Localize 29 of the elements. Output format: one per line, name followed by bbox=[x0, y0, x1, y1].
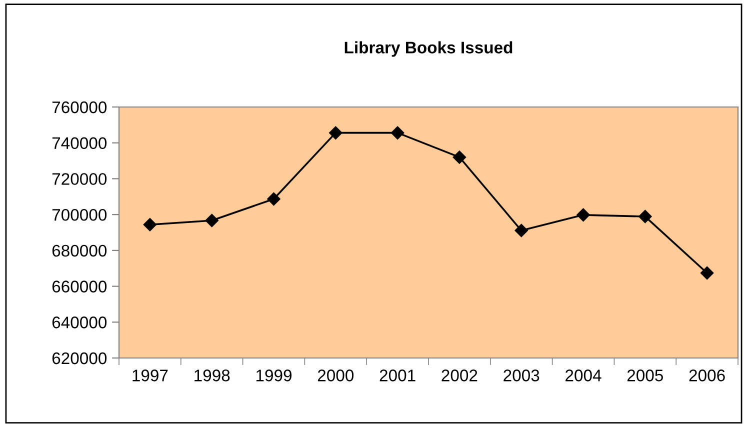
y-tick-label: 760000 bbox=[52, 101, 107, 114]
x-tick-label: 2006 bbox=[689, 370, 725, 382]
point bbox=[390, 126, 404, 140]
point bbox=[205, 214, 218, 228]
y-tick-label: 660000 bbox=[52, 280, 107, 292]
y-tick-label: 720000 bbox=[52, 173, 107, 185]
point bbox=[514, 224, 528, 238]
y-tick-label: 680000 bbox=[52, 244, 107, 257]
x-tick-label: 2003 bbox=[504, 370, 540, 382]
x-tick-label: 1998 bbox=[194, 370, 230, 382]
chart-title: Library Books Issued bbox=[344, 41, 512, 57]
x-tick-label: 2005 bbox=[627, 370, 663, 382]
y-tick-label: 740000 bbox=[52, 137, 107, 150]
y-tick-label: 620000 bbox=[52, 352, 107, 364]
point bbox=[638, 210, 652, 224]
point bbox=[576, 208, 590, 222]
point bbox=[700, 266, 714, 280]
x-tick-label: 2000 bbox=[318, 370, 354, 382]
point bbox=[143, 218, 157, 232]
point bbox=[267, 192, 280, 206]
x-tick-label: 1999 bbox=[256, 370, 292, 382]
point bbox=[452, 150, 466, 164]
x-tick-label: 2001 bbox=[380, 370, 416, 382]
x-tick-label: 1997 bbox=[132, 370, 168, 382]
y-tick-label: 640000 bbox=[52, 316, 107, 328]
x-tick-label: 2002 bbox=[442, 370, 478, 382]
y-tick-label: 700000 bbox=[52, 208, 107, 221]
x-tick-label: 2004 bbox=[566, 370, 602, 382]
point bbox=[329, 126, 342, 140]
